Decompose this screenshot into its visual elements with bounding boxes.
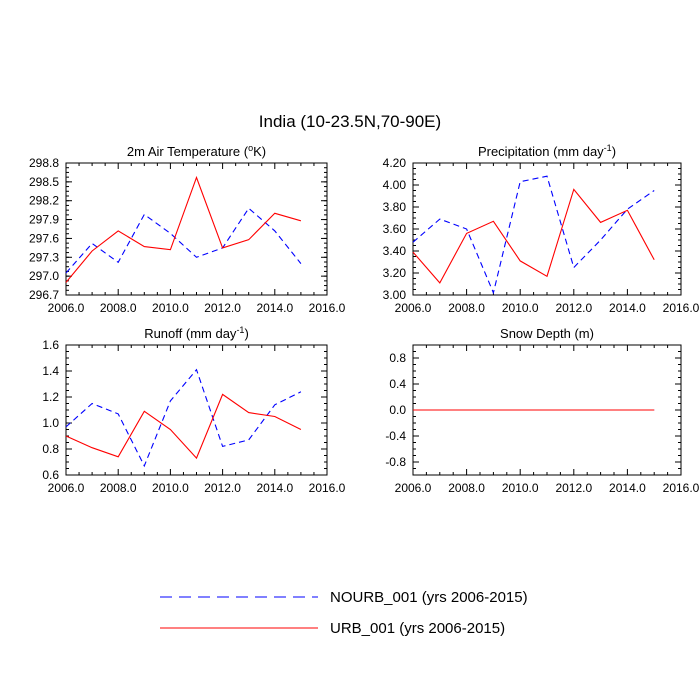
y-tick-label: 1.2 bbox=[42, 390, 59, 404]
panel-title: Precipitation (mm day-1) bbox=[478, 143, 616, 159]
panel-1: 2m Air Temperature (oK) 2006.0 2008.0 2010.… bbox=[29, 143, 346, 315]
series-line-urb bbox=[65, 393, 302, 460]
y-tick-label: -0.4 bbox=[385, 429, 406, 443]
y-tick-label: 298.2 bbox=[29, 194, 59, 208]
panel-2: Precipitation (mm day-1) 2006.0 2008.0 2010… bbox=[383, 143, 700, 315]
x-tick-label: 2014.0 bbox=[256, 481, 293, 495]
x-tick-label: 2016.0 bbox=[663, 481, 700, 495]
y-tick-label: 297.0 bbox=[29, 269, 59, 283]
y-tick-label: 4.00 bbox=[383, 178, 407, 192]
y-tick-label: 1.6 bbox=[42, 338, 59, 352]
x-tick-label: 2006.0 bbox=[395, 301, 432, 315]
x-tick-label: 2012.0 bbox=[204, 301, 241, 315]
y-tick-label: 4.20 bbox=[383, 156, 407, 170]
x-tick-label: 2014.0 bbox=[609, 301, 646, 315]
legend-label-nourb: NOURB_001 (yrs 2006-2015) bbox=[330, 589, 528, 606]
y-tick-label: 297.9 bbox=[29, 213, 59, 227]
y-tick-label: 3.00 bbox=[383, 288, 407, 302]
y-tick-label: 296.7 bbox=[29, 288, 59, 302]
y-tick-label: -0.8 bbox=[385, 455, 406, 469]
x-tick-label: 2010.0 bbox=[502, 301, 539, 315]
panel-4: Snow Depth (m) 2006.0 2008.0 2010.0 2012.0 20… bbox=[385, 326, 699, 495]
x-tick-label: 2008.0 bbox=[448, 301, 485, 315]
legend-label-urb: URB_001 (yrs 2006-2015) bbox=[330, 620, 505, 637]
series-line-nourb bbox=[65, 368, 302, 468]
series-line-urb bbox=[412, 188, 655, 284]
x-tick-label: 2016.0 bbox=[309, 481, 346, 495]
series-line-urb bbox=[65, 175, 302, 283]
y-tick-label: 297.6 bbox=[29, 231, 59, 245]
y-tick-label: 0.0 bbox=[389, 403, 406, 417]
y-tick-label: 298.5 bbox=[29, 175, 59, 189]
x-tick-label: 2012.0 bbox=[555, 301, 592, 315]
y-tick-label: 298.8 bbox=[29, 156, 59, 170]
y-tick-label: 1.0 bbox=[42, 416, 59, 430]
x-tick-label: 2014.0 bbox=[256, 301, 293, 315]
x-tick-label: 2016.0 bbox=[309, 301, 346, 315]
x-tick-label: 2006.0 bbox=[48, 301, 85, 315]
x-tick-label: 2014.0 bbox=[609, 481, 646, 495]
x-tick-label: 2010.0 bbox=[152, 481, 189, 495]
y-tick-label: 3.40 bbox=[383, 244, 407, 258]
x-tick-label: 2006.0 bbox=[48, 481, 85, 495]
plot-frame bbox=[65, 162, 328, 296]
y-tick-label: 1.4 bbox=[42, 364, 59, 378]
panel-title: Snow Depth (m) bbox=[500, 326, 594, 341]
y-tick-label: 3.20 bbox=[383, 266, 407, 280]
y-tick-label: 3.60 bbox=[383, 222, 407, 236]
panel-title: 2m Air Temperature (oK) bbox=[127, 143, 266, 159]
x-tick-label: 2008.0 bbox=[448, 481, 485, 495]
x-tick-label: 2008.0 bbox=[100, 481, 137, 495]
y-tick-label: 0.4 bbox=[389, 377, 406, 391]
legend: NOURB_001 (yrs 2006-2015) URB_001 (yrs 2… bbox=[160, 589, 528, 637]
y-tick-label: 3.80 bbox=[383, 200, 407, 214]
plot-frame bbox=[65, 344, 328, 476]
x-tick-label: 2012.0 bbox=[555, 481, 592, 495]
x-tick-label: 2010.0 bbox=[502, 481, 539, 495]
x-tick-label: 2012.0 bbox=[204, 481, 241, 495]
x-tick-label: 2006.0 bbox=[395, 481, 432, 495]
y-tick-label: 0.8 bbox=[389, 351, 406, 365]
y-tick-label: 0.8 bbox=[42, 442, 59, 456]
series-line-nourb bbox=[65, 207, 302, 274]
series-line-nourb bbox=[412, 175, 655, 295]
x-tick-label: 2016.0 bbox=[663, 301, 700, 315]
panel-title: Runoff (mm day-1) bbox=[144, 325, 249, 341]
figure-title: India (10-23.5N,70-90E) bbox=[259, 112, 441, 131]
panel-3: Runoff (mm day-1) 2006.0 2008.0 2010.0 2012.… bbox=[42, 325, 345, 495]
y-tick-label: 297.3 bbox=[29, 250, 59, 264]
y-tick-label: 0.6 bbox=[42, 468, 59, 482]
x-tick-label: 2008.0 bbox=[100, 301, 137, 315]
x-tick-label: 2010.0 bbox=[152, 301, 189, 315]
